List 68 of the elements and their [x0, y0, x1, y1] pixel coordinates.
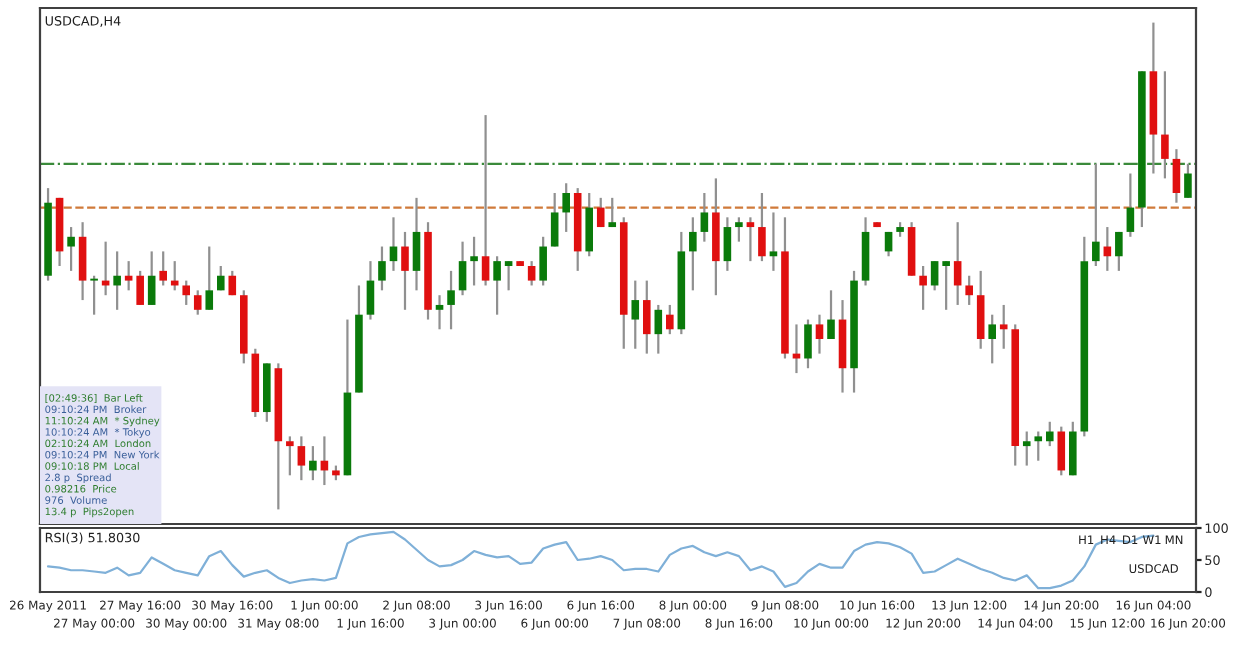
candlestick — [815, 313, 824, 355]
candlestick — [90, 274, 98, 316]
candlestick — [884, 230, 893, 258]
candlestick — [596, 196, 605, 229]
candlestick — [654, 303, 663, 355]
candlestick — [147, 250, 156, 307]
candlestick — [378, 245, 386, 292]
candlestick — [412, 196, 421, 292]
candlestick — [965, 274, 973, 307]
candlestick — [827, 289, 835, 341]
candlestick — [470, 235, 478, 287]
candlestick — [976, 269, 985, 350]
candlestick — [228, 269, 237, 297]
candlestick — [942, 260, 950, 311]
candlestick — [435, 294, 444, 331]
candlestick — [504, 260, 513, 292]
candlestick — [930, 260, 939, 292]
candlestick — [1045, 420, 1054, 448]
candlestick — [1115, 230, 1123, 272]
candlestick — [999, 303, 1008, 350]
candlestick — [919, 264, 927, 311]
candlestick — [159, 250, 167, 287]
candlestick — [297, 435, 306, 482]
candlestick — [193, 289, 202, 316]
candlestick — [608, 196, 617, 229]
candlestick — [1069, 420, 1077, 477]
candlestick — [700, 191, 709, 243]
candlestick — [769, 211, 778, 272]
candlestick — [689, 216, 697, 292]
candlestick — [1022, 430, 1031, 467]
candlestick — [527, 260, 536, 287]
candlestick — [631, 279, 640, 350]
candlestick — [136, 269, 144, 307]
candlestick — [550, 191, 559, 248]
candlestick — [124, 260, 133, 292]
candlestick — [758, 191, 766, 263]
candlestick — [1057, 425, 1066, 477]
candlestick — [113, 250, 121, 311]
candlestick — [401, 230, 409, 311]
candlestick — [205, 245, 214, 311]
candlestick — [447, 269, 455, 331]
candlestick — [1161, 70, 1169, 180]
candlestick — [1092, 162, 1100, 268]
candlestick — [539, 235, 547, 287]
candlestick — [562, 182, 570, 234]
candlestick — [67, 225, 75, 272]
candlestick — [493, 255, 501, 316]
candlestick — [1184, 162, 1192, 199]
candlestick — [735, 216, 743, 243]
candlestick — [216, 264, 225, 292]
candlestick — [481, 113, 490, 287]
candlestick — [804, 318, 812, 370]
candlestick — [746, 216, 755, 263]
candlestick — [78, 221, 87, 302]
candlestick — [1126, 172, 1135, 238]
candlestick — [1034, 430, 1043, 462]
candlestick — [309, 445, 317, 482]
candlestick — [585, 191, 594, 258]
candlestick — [642, 279, 651, 355]
candlestick — [458, 240, 467, 297]
candlestick — [366, 260, 375, 321]
candlestick — [286, 435, 294, 477]
candlestick — [723, 216, 732, 272]
candlestick — [666, 303, 674, 336]
candlestick — [988, 313, 996, 365]
candlestick — [953, 221, 962, 307]
candlestick — [182, 279, 191, 307]
candlestick — [1172, 148, 1181, 204]
